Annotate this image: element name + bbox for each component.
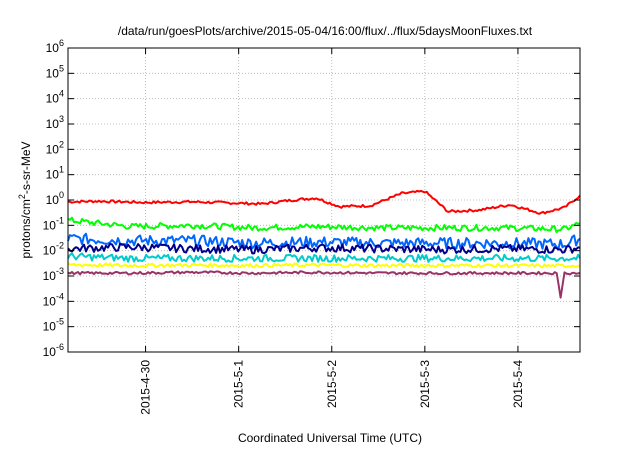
grid-layer xyxy=(68,48,580,352)
x-tick-label: 2015-5-1 xyxy=(232,360,246,408)
y-tick-label: 101 xyxy=(46,165,64,182)
x-tick-label: 2015-5-3 xyxy=(418,360,432,408)
series-line xyxy=(67,262,581,269)
y-tick-label: 105 xyxy=(46,63,64,80)
axis-layer: 10-6 10-5 10-4 10-3 10-2 10-1 100 101 102 103 104 1… xyxy=(43,38,580,415)
series-line xyxy=(67,252,581,263)
x-tick-label: 2015-4-30 xyxy=(139,360,153,415)
y-tick-label: 10-6 xyxy=(43,342,64,359)
series-line xyxy=(67,232,581,250)
x-tick-label: 2015-5-4 xyxy=(511,360,525,408)
x-axis-label: Coordinated Universal Time (UTC) xyxy=(238,431,422,445)
y-tick-label: 10-3 xyxy=(43,266,64,283)
y-tick-label: 103 xyxy=(46,114,64,131)
y-tick-label: 104 xyxy=(46,89,64,106)
series-line xyxy=(67,216,581,234)
series-line xyxy=(67,242,581,255)
y-tick-label: 10-2 xyxy=(43,241,64,258)
series-line xyxy=(67,270,581,299)
y-tick-label: 10-1 xyxy=(43,215,64,232)
y-tick-label: 100 xyxy=(46,190,64,207)
y-axis-label: protons/cm2-s-sr-MeV xyxy=(17,141,33,258)
y-tick-label: 106 xyxy=(46,38,64,55)
series-line xyxy=(67,189,581,215)
y-tick-label: 10-5 xyxy=(43,317,64,334)
chart-title: /data/run/goesPlots/archive/2015-05-04/1… xyxy=(118,24,533,38)
series-layer xyxy=(67,189,581,299)
y-tick-label: 10-4 xyxy=(43,291,64,308)
x-tick-label: 2015-5-2 xyxy=(325,360,339,408)
y-tick-label: 102 xyxy=(46,139,64,156)
